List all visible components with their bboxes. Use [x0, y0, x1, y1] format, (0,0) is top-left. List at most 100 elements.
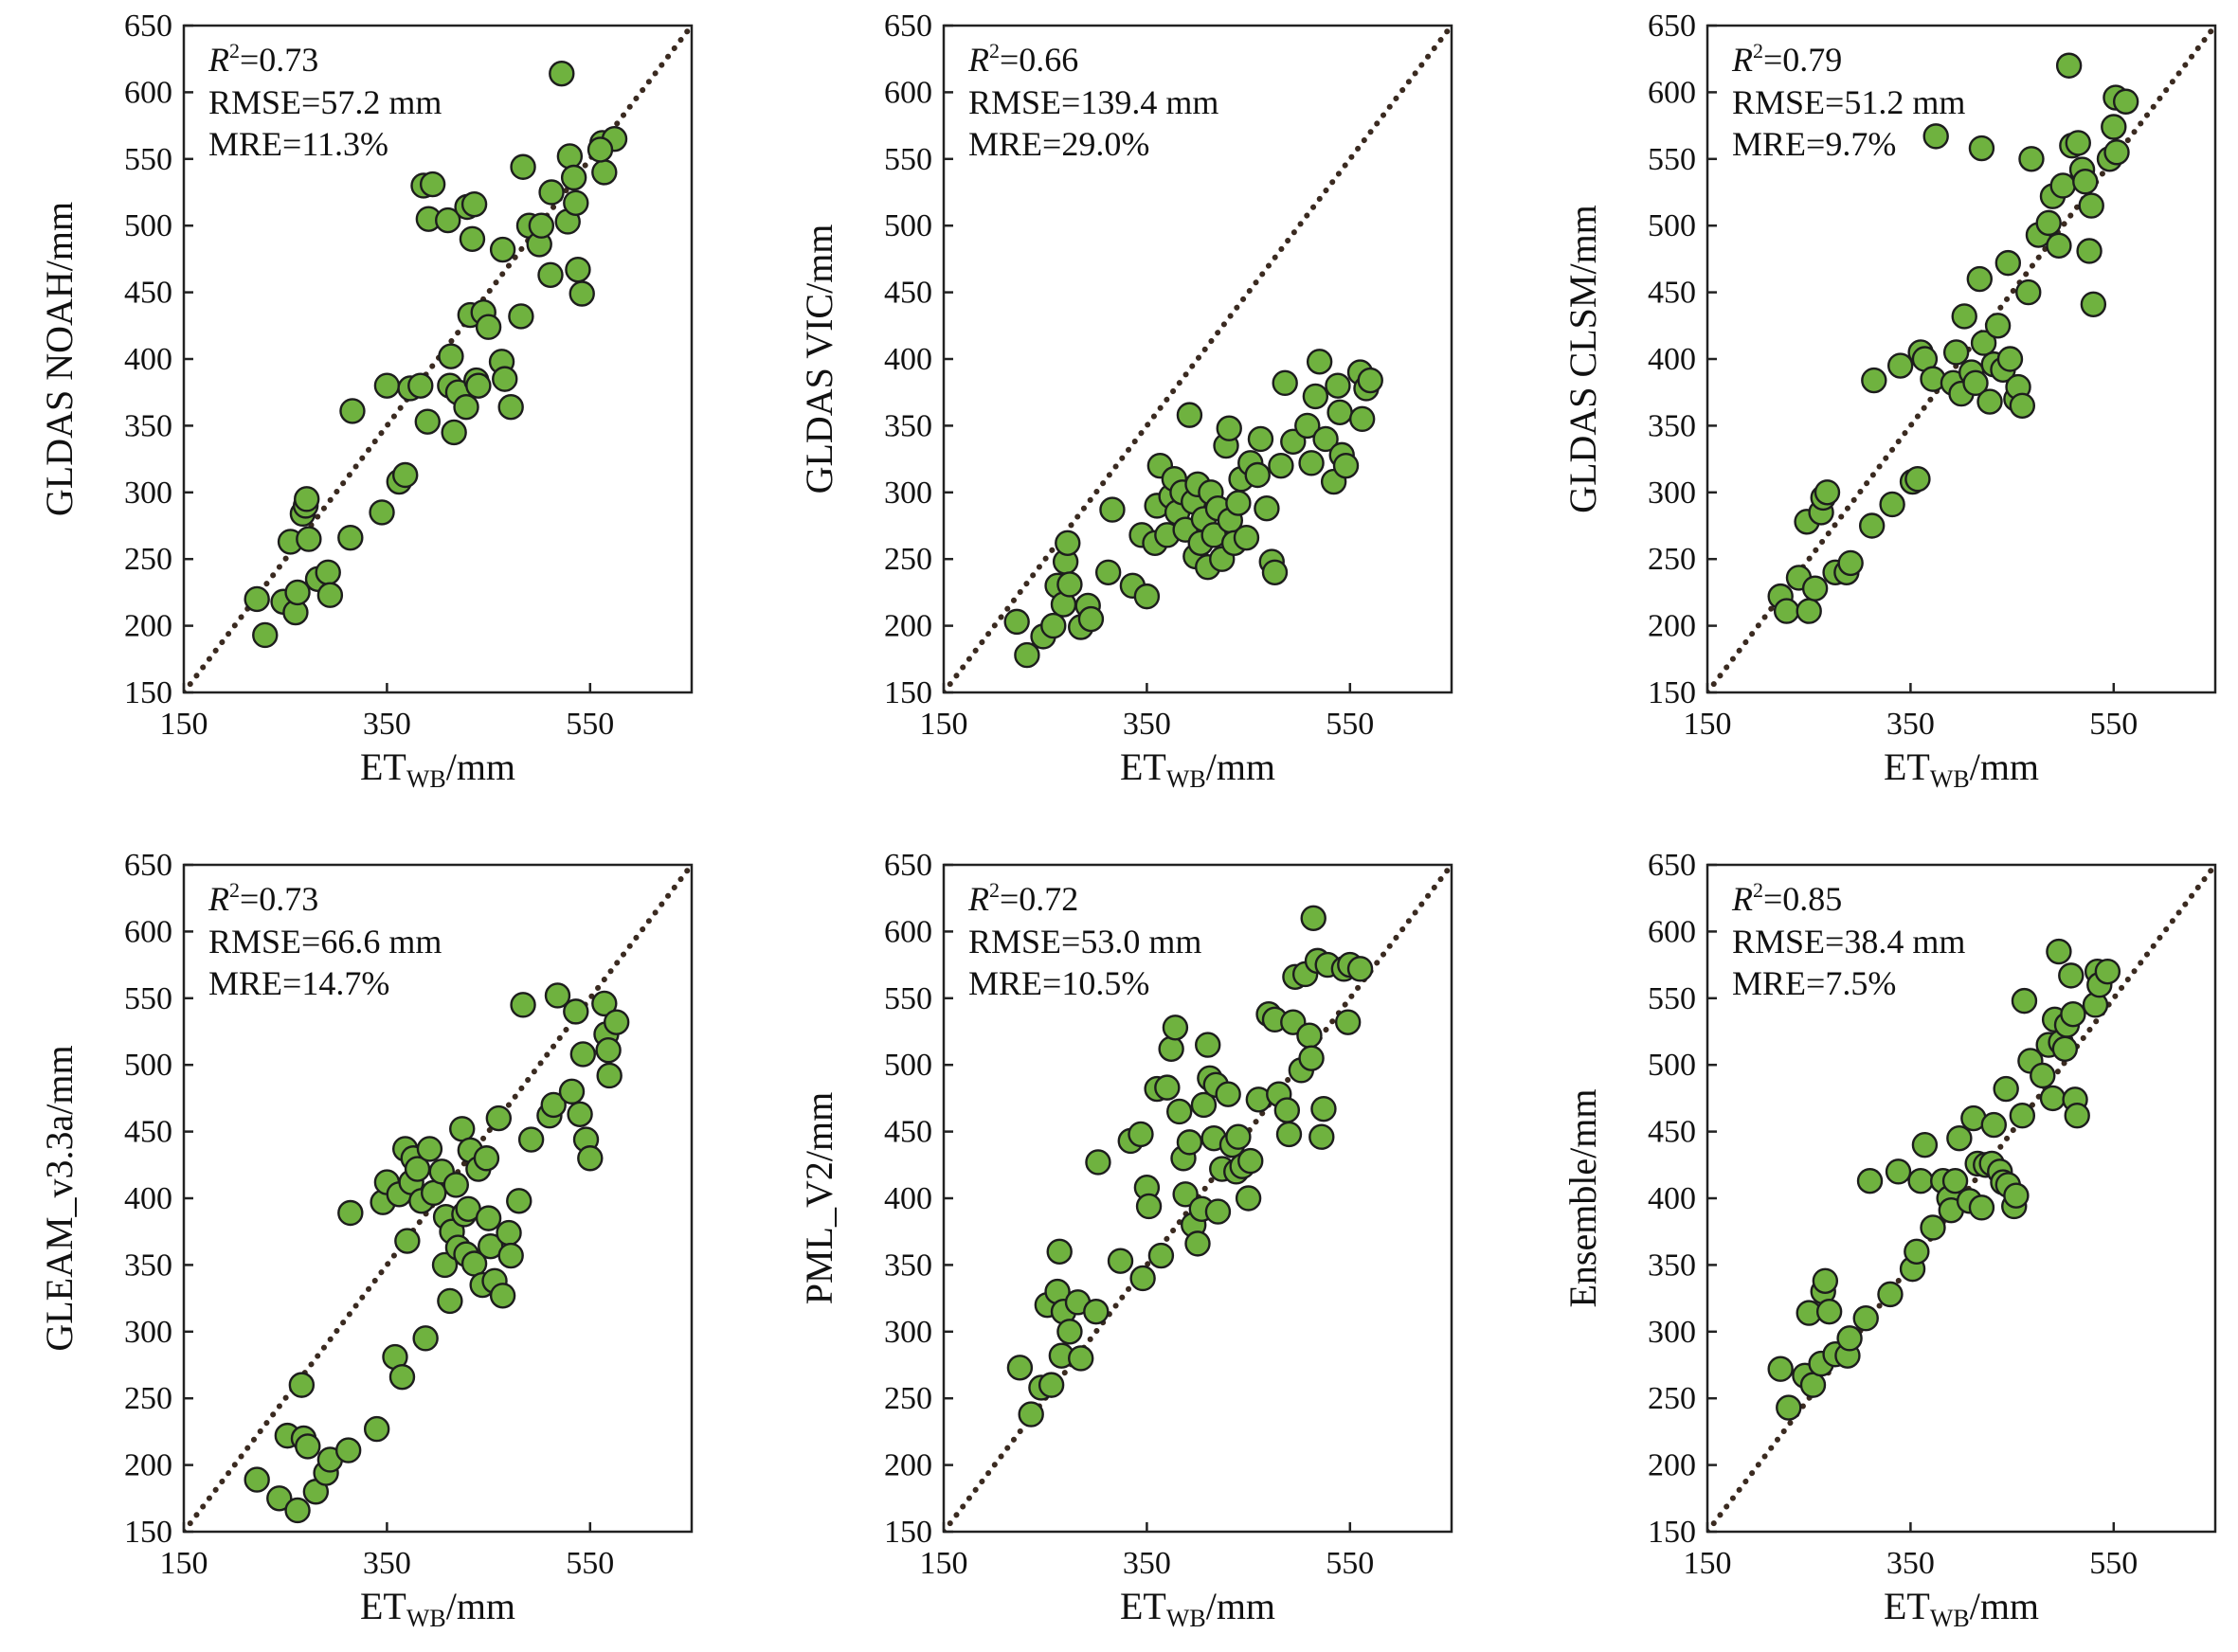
- scatter-panel-2: 150 200 250 300 350 400 450 500 550 600 650 150 350 5…: [798, 9, 1453, 793]
- x-tick-label: 150: [160, 1546, 208, 1581]
- data-point: [1077, 605, 1105, 633]
- data-point: [1216, 415, 1242, 441]
- data-point: [528, 212, 555, 239]
- data-point: [485, 1104, 513, 1132]
- x-axis-label: ETWB/mm: [360, 1585, 515, 1632]
- y-tick-label: 200: [1648, 609, 1696, 644]
- y-tick-label: 400: [884, 1181, 932, 1216]
- data-point: [2060, 1000, 2086, 1028]
- data-point: [1006, 1355, 1034, 1381]
- data-point: [438, 343, 464, 369]
- data-point: [1962, 369, 1989, 397]
- x-axis-label: ETWB/mm: [1884, 1585, 2039, 1632]
- y-tick-label: 550: [884, 142, 932, 177]
- data-point: [1040, 612, 1067, 639]
- data-point: [1275, 1121, 1303, 1148]
- rmse-label: RMSE=51.2 mm: [1732, 83, 1965, 121]
- data-point: [497, 1242, 524, 1269]
- data-point: [1920, 1214, 1946, 1241]
- data-point: [407, 372, 434, 399]
- data-point: [565, 256, 591, 283]
- data-point: [414, 408, 441, 435]
- data-point: [391, 461, 419, 489]
- rmse-label: RMSE=57.2 mm: [208, 83, 442, 121]
- y-tick-label: 200: [124, 609, 172, 644]
- y-tick-label: 350: [884, 1248, 932, 1283]
- x-tick-label: 550: [2089, 707, 2138, 742]
- y-tick-label: 350: [1648, 1248, 1696, 1283]
- data-point: [1298, 450, 1325, 476]
- data-point: [510, 992, 536, 1018]
- data-point: [337, 1199, 364, 1227]
- data-point: [2039, 1085, 2067, 1112]
- data-point: [1837, 549, 1864, 577]
- data-point: [1158, 1035, 1184, 1063]
- y-axis-label: GLDAS VIC/mm: [798, 224, 840, 494]
- data-point: [1348, 405, 1376, 433]
- data-point: [1129, 1265, 1156, 1292]
- data-point: [1094, 559, 1122, 585]
- data-point: [540, 1091, 567, 1119]
- data-point: [295, 1433, 321, 1460]
- y-tick-label: 150: [124, 675, 172, 710]
- data-point: [1346, 956, 1374, 982]
- data-point: [1980, 1111, 2008, 1139]
- y-tick-label: 450: [124, 276, 172, 311]
- y-tick-label: 550: [884, 981, 932, 1016]
- data-point: [2030, 1062, 2056, 1089]
- y-tick-label: 150: [884, 1515, 932, 1550]
- r-squared-label: R2=0.73: [208, 878, 318, 918]
- data-point: [1907, 1167, 1934, 1194]
- data-point: [492, 366, 518, 392]
- data-point: [339, 398, 366, 424]
- data-point: [1083, 1298, 1110, 1325]
- y-tick-label: 500: [884, 1048, 932, 1083]
- y-tick-label: 350: [884, 408, 932, 443]
- x-tick-label: 150: [1684, 707, 1732, 742]
- x-axis-label: ETWB/mm: [1120, 745, 1275, 793]
- data-point: [315, 559, 341, 585]
- data-point: [1233, 524, 1260, 551]
- x-tick-label: 350: [1886, 707, 1935, 742]
- data-point: [1296, 1022, 1323, 1049]
- data-point: [1968, 1194, 1995, 1221]
- x-tick-label: 350: [363, 707, 411, 742]
- y-tick-label: 450: [884, 1115, 932, 1150]
- data-point: [517, 1126, 545, 1153]
- data-point: [363, 1415, 390, 1443]
- x-axis-label: ETWB/mm: [1884, 745, 2039, 793]
- data-point: [369, 499, 395, 526]
- r-squared-label: R2=0.85: [1731, 878, 1842, 918]
- mre-label: MRE=9.7%: [1732, 125, 1896, 163]
- r-squared-label: R2=0.66: [967, 39, 1078, 79]
- data-point: [1273, 1097, 1301, 1123]
- y-axis-label: Ensemble/mm: [1561, 1088, 1604, 1307]
- y-axis-label: GLDAS NOAH/mm: [38, 202, 81, 516]
- data-point: [2035, 209, 2062, 237]
- y-tick-label: 550: [1648, 981, 1696, 1016]
- data-point: [1176, 1129, 1203, 1156]
- data-point: [1904, 1238, 1930, 1266]
- data-point: [1310, 1095, 1337, 1122]
- data-point: [252, 621, 279, 649]
- data-point: [1237, 1147, 1264, 1175]
- data-point: [373, 372, 401, 399]
- y-tick-label: 200: [884, 609, 932, 644]
- data-point: [1261, 559, 1289, 585]
- data-point: [1879, 491, 1905, 518]
- data-point: [2058, 962, 2085, 989]
- data-point: [1300, 905, 1327, 932]
- x-axis-label: ETWB/mm: [1120, 1585, 1275, 1632]
- data-point: [1003, 608, 1030, 636]
- y-tick-label: 350: [124, 1248, 172, 1283]
- data-point: [1244, 461, 1271, 489]
- y-tick-label: 400: [124, 342, 172, 377]
- y-tick-label: 450: [1648, 1115, 1696, 1150]
- data-point: [1856, 1167, 1884, 1194]
- y-tick-label: 500: [1648, 208, 1696, 243]
- rmse-label: RMSE=38.4 mm: [1732, 923, 1965, 961]
- y-axis-label: GLEAM_v3.3a/mm: [38, 1045, 81, 1351]
- data-point: [1135, 1193, 1163, 1220]
- data-point: [567, 1101, 593, 1127]
